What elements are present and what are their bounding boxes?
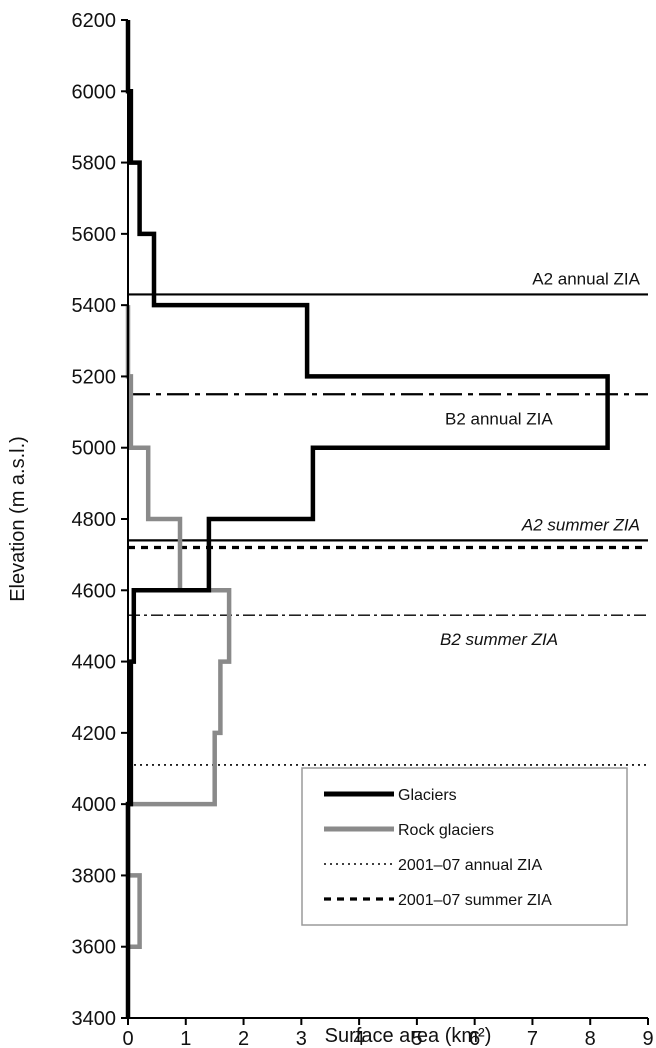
- reference-lines: A2 annual ZIA B2 annual ZIA A2 summer ZIA B…: [128, 269, 648, 766]
- series-rock-glaciers: [125, 305, 232, 949]
- ref-line-label: B2 annual ZIA: [445, 409, 553, 428]
- x-ticks: 0 1 2 3 4 5 6 7 8 9: [122, 1018, 654, 1048]
- legend-label: 2001–07 annual ZIA: [398, 857, 542, 874]
- x-tick-label: 4: [354, 1028, 365, 1048]
- x-tick-label: 3: [296, 1028, 307, 1048]
- y-tick-label: 3600: [72, 937, 117, 959]
- legend: Glaciers Rock glaciers 2001–07 annual ZIA 2…: [301, 767, 628, 926]
- y-tick-label: 5800: [72, 153, 117, 175]
- x-tick-label: 1: [180, 1028, 191, 1048]
- y-tick-label: 6000: [72, 81, 117, 103]
- y-tick-label: 5200: [72, 366, 117, 388]
- x-tick-label: 0: [122, 1028, 133, 1048]
- y-axis-title: Elevation (m a.s.l.): [7, 436, 29, 602]
- series-glaciers: [125, 20, 610, 1018]
- y-tick-label: 4800: [72, 509, 117, 531]
- y-tick-label: 4600: [72, 580, 117, 602]
- ref-line-label: A2 summer ZIA: [521, 515, 640, 534]
- y-tick-label: 4200: [72, 723, 117, 745]
- legend-label: Rock glaciers: [398, 822, 494, 839]
- x-axis-title: Surface area (km²): [325, 1025, 492, 1047]
- legend-label: Glaciers: [398, 787, 457, 804]
- y-tick-label: 3800: [72, 865, 117, 887]
- y-tick-label: 4000: [72, 794, 117, 816]
- x-tick-label: 7: [527, 1028, 538, 1048]
- axes: 0 1 2 3 4 5 6 7 8 9 3400 3600 3800 4000 4200 4400 4600 4…: [72, 10, 654, 1048]
- y-tick-label: 3400: [72, 1008, 117, 1030]
- y-tick-label: 5600: [72, 224, 117, 246]
- legend-label: 2001–07 summer ZIA: [398, 892, 552, 909]
- y-tick-label: 6200: [72, 10, 117, 32]
- x-tick-label: 5: [411, 1028, 422, 1048]
- y-tick-label: 5400: [72, 295, 117, 317]
- x-tick-label: 6: [469, 1028, 480, 1048]
- ref-line-label: B2 summer ZIA: [440, 630, 558, 649]
- x-tick-label: 2: [238, 1028, 249, 1048]
- y-ticks: 3400 3600 3800 4000 4200 4400 4600 4800 5000 5200…: [72, 10, 128, 1030]
- x-tick-label: 9: [642, 1028, 653, 1048]
- y-tick-label: 4400: [72, 652, 117, 674]
- y-tick-label: 5000: [72, 438, 117, 460]
- x-tick-label: 8: [585, 1028, 596, 1048]
- ref-line-label: A2 annual ZIA: [532, 269, 640, 288]
